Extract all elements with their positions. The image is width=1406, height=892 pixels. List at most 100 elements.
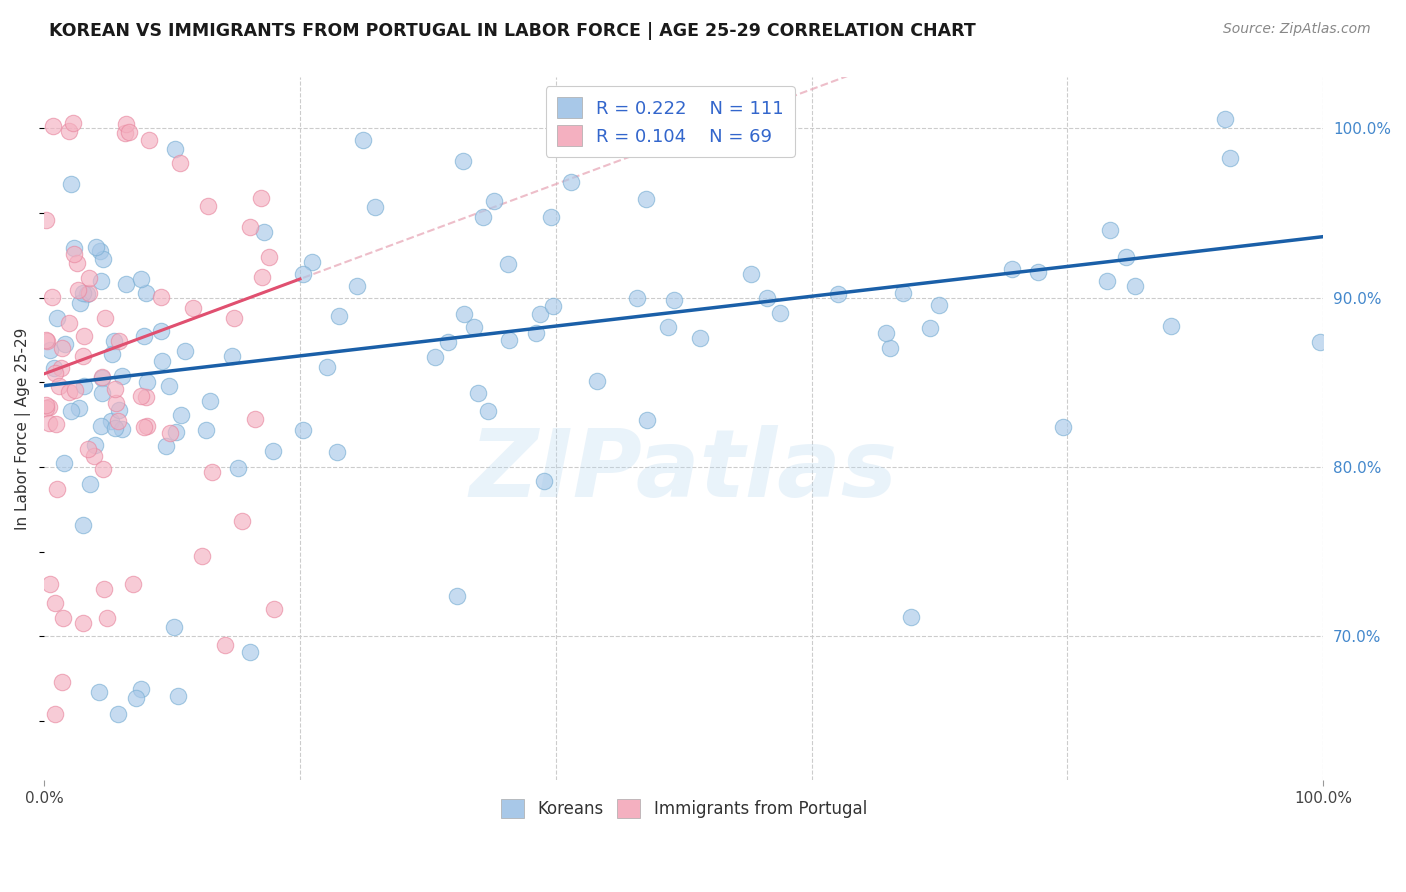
Point (108, 334, 131, 348)
Point (496, 257, 519, 271)
Point (104, 421, 127, 435)
Point (245, 412, 267, 426)
Point (136, 375, 159, 389)
Point (150, 324, 173, 338)
Point (91, 371, 114, 385)
Point (1026, 265, 1049, 279)
Point (1213, 112, 1236, 127)
Point (540, 210, 562, 224)
Point (477, 404, 499, 418)
Point (77, 271, 100, 285)
Point (90, 386, 112, 401)
Point (585, 374, 607, 388)
Point (58, 124, 80, 138)
Point (35, 213, 58, 227)
Point (69, 296, 91, 310)
Point (155, 439, 177, 453)
Point (89, 244, 111, 259)
Point (169, 156, 191, 170)
Point (198, 393, 221, 408)
Point (769, 306, 792, 320)
Point (44, 366, 66, 380)
Point (93, 582, 115, 596)
Point (51, 341, 73, 355)
Point (49, 360, 72, 375)
Point (249, 191, 271, 205)
Point (105, 396, 128, 410)
Point (58, 316, 80, 330)
Point (125, 691, 148, 706)
Point (39, 343, 62, 358)
Point (134, 328, 156, 343)
Point (316, 360, 339, 375)
Point (636, 413, 658, 427)
Point (253, 225, 276, 239)
Point (83, 449, 105, 463)
Point (38, 417, 60, 431)
Point (636, 193, 658, 207)
Point (73, 379, 96, 393)
Point (87, 685, 110, 699)
Point (827, 287, 849, 301)
Point (201, 465, 224, 479)
Point (221, 349, 243, 363)
Point (150, 354, 173, 368)
Point (165, 142, 187, 156)
Point (893, 285, 915, 300)
Point (35, 401, 58, 415)
Point (122, 576, 145, 591)
Point (239, 645, 262, 659)
Point (73, 329, 96, 343)
Point (84, 240, 107, 254)
Point (257, 250, 280, 264)
Point (96, 611, 118, 625)
Point (118, 125, 141, 139)
Point (157, 378, 180, 392)
Point (38, 400, 60, 414)
Point (166, 689, 188, 703)
Point (35, 398, 58, 412)
Point (44, 596, 66, 610)
Point (214, 639, 236, 653)
Point (928, 298, 950, 312)
Point (325, 444, 347, 458)
Point (114, 117, 136, 131)
Point (541, 299, 564, 313)
Point (90, 274, 112, 288)
Point (45, 482, 67, 496)
Point (657, 320, 679, 334)
Point (44, 706, 66, 721)
Point (62, 241, 84, 255)
Point (1099, 223, 1122, 237)
Point (52, 457, 75, 471)
Point (181, 301, 204, 316)
Point (524, 326, 547, 340)
Point (222, 310, 245, 325)
Point (498, 333, 520, 347)
Text: KOREAN VS IMMIGRANTS FROM PORTUGAL IN LABOR FORCE | AGE 25-29 CORRELATION CHART: KOREAN VS IMMIGRANTS FROM PORTUGAL IN LA… (49, 22, 976, 40)
Point (63, 246, 86, 260)
Point (159, 425, 181, 440)
Point (226, 461, 249, 475)
Point (352, 133, 374, 147)
Point (100, 347, 122, 361)
Point (263, 602, 285, 616)
Point (93, 311, 115, 326)
Point (1309, 335, 1331, 350)
Text: Source: ZipAtlas.com: Source: ZipAtlas.com (1223, 22, 1371, 37)
Point (918, 320, 941, 334)
Point (875, 326, 897, 340)
Point (1123, 278, 1146, 293)
Legend: Koreans, Immigrants from Portugal: Koreans, Immigrants from Portugal (494, 792, 873, 825)
Point (42, 119, 65, 133)
Point (107, 706, 129, 721)
Point (740, 267, 762, 281)
Point (149, 290, 172, 304)
Point (231, 514, 253, 528)
Point (91, 462, 114, 476)
Point (135, 285, 157, 300)
Point (291, 423, 314, 437)
Point (170, 408, 193, 422)
Point (66, 256, 89, 270)
Point (53, 337, 76, 351)
